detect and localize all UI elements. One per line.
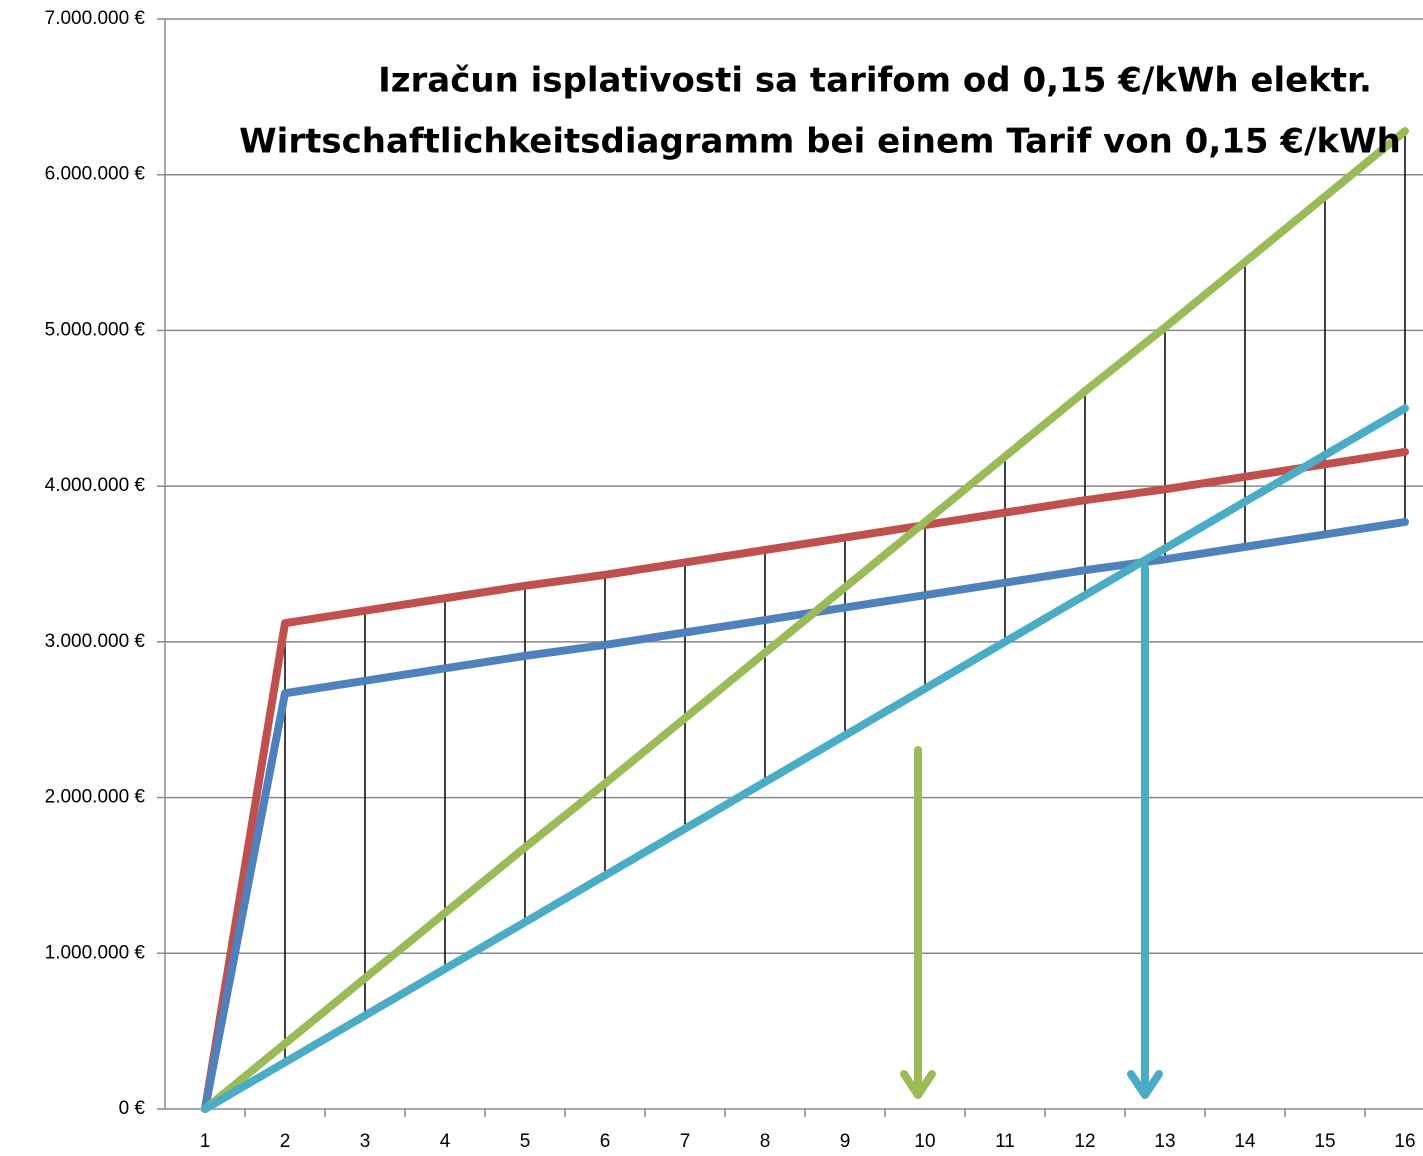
x-tick-label: 9	[840, 1131, 851, 1152]
x-tick-label: 7	[680, 1131, 691, 1152]
x-tick-label: 6	[600, 1131, 611, 1152]
x-tick-label: 16	[1394, 1131, 1415, 1152]
green-arrow	[900, 746, 936, 1099]
chart-title: Izračun isplativosti sa tarifom od 0,15 …	[378, 61, 1372, 101]
y-tick-label: 6.000.000 €	[45, 164, 146, 185]
x-tick-label: 2	[280, 1131, 291, 1152]
series-line	[201, 517, 1409, 1113]
x-tick-label: 12	[1074, 1131, 1095, 1152]
x-tick-label: 11	[995, 1131, 1015, 1152]
y-tick-label: 1.000.000 €	[45, 942, 146, 963]
teal-arrow	[1127, 564, 1163, 1099]
x-tick-label: 15	[1314, 1131, 1335, 1152]
break-even-arrows	[900, 564, 1163, 1099]
y-tick-label: 5.000.000 €	[45, 319, 146, 340]
x-tick-label: 14	[1234, 1131, 1256, 1152]
grid	[157, 18, 1423, 1117]
x-tick-label: 10	[914, 1131, 935, 1152]
x-tick-label: 3	[360, 1131, 371, 1152]
y-tick-label: 4.000.000 €	[45, 475, 146, 496]
y-tick-label: 0 €	[119, 1098, 146, 1119]
x-tick-label: 13	[1154, 1131, 1175, 1152]
x-tick-label: 8	[760, 1131, 771, 1152]
y-tick-label: 7.000.000 €	[45, 8, 146, 29]
x-tick-label: 4	[440, 1131, 451, 1152]
series-line	[201, 127, 1409, 1113]
series-line	[201, 447, 1409, 1113]
y-tick-label: 3.000.000 €	[45, 631, 146, 652]
x-tick-label: 1	[200, 1131, 211, 1152]
series-line	[201, 404, 1409, 1113]
series-lines	[201, 127, 1409, 1113]
x-tick-label: 5	[520, 1131, 531, 1152]
y-tick-label: 2.000.000 €	[45, 787, 146, 808]
chart-subtitle: Wirtschaftlichkeitsdiagramm bei einem Ta…	[239, 122, 1401, 162]
